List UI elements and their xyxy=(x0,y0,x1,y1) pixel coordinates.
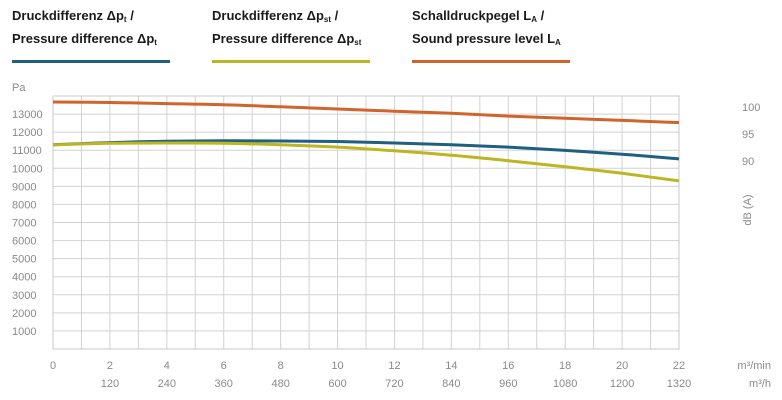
x2-tick-label: 480 xyxy=(271,378,289,390)
legend-label: Sound pressure level LA xyxy=(412,29,570,52)
x-tick-label: 12 xyxy=(388,360,400,372)
axis-labels: 1000200030004000500060007000800090001000… xyxy=(12,82,771,390)
series-line-la xyxy=(52,100,680,125)
grid xyxy=(52,95,680,350)
legend-item: Druckdifferenz Δpst / Pressure difference… xyxy=(212,6,370,63)
y2-tick-label: 90 xyxy=(742,156,754,168)
x-tick-label: 14 xyxy=(445,360,457,372)
legend-label-suffix: / xyxy=(331,8,339,23)
legend-label-text: Druckdifferenz Δp xyxy=(212,8,324,23)
legend-label-text: Pressure difference Δp xyxy=(212,31,355,46)
y2-tick-label: 100 xyxy=(742,102,760,114)
y2-axis-label: dB (A) xyxy=(742,194,754,225)
x2-tick-label: 1080 xyxy=(553,378,577,390)
y-axis-label: Pa xyxy=(12,82,26,94)
x-tick-label: 4 xyxy=(164,360,170,372)
legend-swatch xyxy=(412,60,570,63)
y2-tick-label: 95 xyxy=(742,129,754,141)
x2-tick-label: 960 xyxy=(499,378,517,390)
legend-label-subscript: st xyxy=(323,15,332,24)
x-tick-label: 6 xyxy=(221,360,227,372)
x-tick-label: 8 xyxy=(278,360,284,372)
y-tick-label: 13000 xyxy=(12,109,43,121)
y-tick-label: 12000 xyxy=(12,127,43,139)
y-tick-label: 3000 xyxy=(12,290,36,302)
x2-tick-label: 840 xyxy=(442,378,460,390)
legend-label-subscript: t xyxy=(154,38,157,47)
x-tick-label: 18 xyxy=(559,360,571,372)
y-tick-label: 5000 xyxy=(12,254,36,266)
y-tick-label: 1000 xyxy=(12,326,36,338)
series-line-pt xyxy=(52,139,680,161)
y-tick-label: 11000 xyxy=(12,145,42,157)
x2-tick-label: 600 xyxy=(328,378,346,390)
y-tick-label: 2000 xyxy=(12,308,36,320)
legend-label-subscript: t xyxy=(123,15,127,24)
x-tick-label: 22 xyxy=(673,360,685,372)
legend-label-suffix: / xyxy=(536,8,545,23)
y-tick-label: 9000 xyxy=(12,181,36,193)
x2-tick-label: 1200 xyxy=(610,378,634,390)
legend-label: Schalldruckpegel LA / xyxy=(412,6,570,29)
x2-tick-label: 720 xyxy=(385,378,403,390)
x2-tick-label: 360 xyxy=(215,378,233,390)
y-tick-label: 8000 xyxy=(12,199,36,211)
x-tick-label: 0 xyxy=(50,360,56,372)
legend-item: Schalldruckpegel LA / Sound pressure leve… xyxy=(412,6,570,63)
x2-tick-label: 1320 xyxy=(667,378,691,390)
y-tick-label: 6000 xyxy=(12,236,36,248)
legend-label-subscript: st xyxy=(354,38,362,47)
legend-label: Druckdifferenz Δpt / xyxy=(12,6,170,29)
y-tick-label: 10000 xyxy=(12,163,43,175)
legend-label-subscript: A xyxy=(555,38,561,47)
series-line-pst xyxy=(52,141,680,183)
legend-label-subscript: A xyxy=(531,15,537,24)
x2-axis-label: m³/h xyxy=(749,378,771,390)
x2-tick-label: 120 xyxy=(101,378,119,390)
x-tick-label: 16 xyxy=(502,360,514,372)
y-tick-label: 7000 xyxy=(12,218,36,230)
x-tick-label: 10 xyxy=(331,360,343,372)
legend-label-text: Pressure difference Δp xyxy=(12,31,155,46)
legend-label: Pressure difference Δpst xyxy=(212,29,370,52)
x-tick-label: 20 xyxy=(616,360,628,372)
plot-frame xyxy=(52,95,680,350)
legend-label-text: Druckdifferenz Δp xyxy=(12,8,124,23)
legend-label: Druckdifferenz Δpst / xyxy=(212,6,370,29)
legend-item: Druckdifferenz Δpt / Pressure difference … xyxy=(12,6,170,63)
x2-tick-label: 240 xyxy=(158,378,176,390)
legend-label-text: Schalldruckpegel L xyxy=(412,8,532,23)
series-lines xyxy=(52,100,680,183)
legend-label-text: Sound pressure level L xyxy=(412,31,556,46)
legend-label-suffix: / xyxy=(126,8,134,23)
y-tick-label: 4000 xyxy=(12,272,36,284)
x-tick-label: 2 xyxy=(107,360,113,372)
legend-swatch xyxy=(12,60,170,63)
legend-label: Pressure difference Δpt xyxy=(12,29,170,52)
x-axis-label: m³/min xyxy=(737,360,771,372)
legend-swatch xyxy=(212,60,370,63)
